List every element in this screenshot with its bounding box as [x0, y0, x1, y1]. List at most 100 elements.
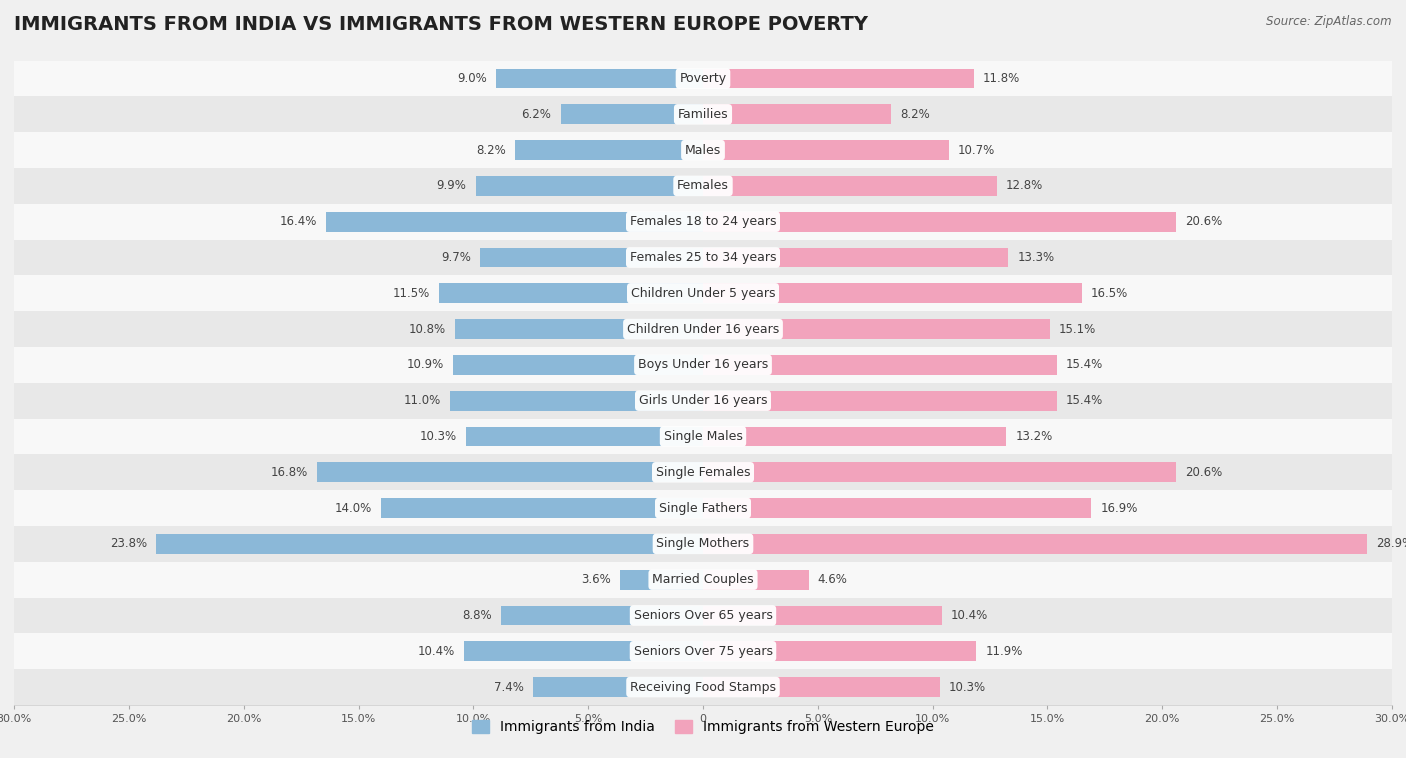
Text: IMMIGRANTS FROM INDIA VS IMMIGRANTS FROM WESTERN EUROPE POVERTY: IMMIGRANTS FROM INDIA VS IMMIGRANTS FROM… — [14, 15, 868, 34]
Bar — [703, 427, 1007, 446]
Text: Girls Under 16 years: Girls Under 16 years — [638, 394, 768, 407]
Bar — [703, 319, 1050, 339]
Text: Seniors Over 65 years: Seniors Over 65 years — [634, 609, 772, 622]
Text: 10.4%: 10.4% — [950, 609, 988, 622]
Text: 11.0%: 11.0% — [404, 394, 441, 407]
Bar — [381, 498, 703, 518]
Text: 4.6%: 4.6% — [818, 573, 848, 586]
Text: Females: Females — [678, 180, 728, 193]
Text: 8.8%: 8.8% — [463, 609, 492, 622]
Bar — [14, 275, 1392, 312]
Text: 15.1%: 15.1% — [1059, 323, 1097, 336]
Text: 23.8%: 23.8% — [110, 537, 148, 550]
Text: 16.5%: 16.5% — [1091, 287, 1129, 300]
Bar — [501, 606, 703, 625]
Text: 11.9%: 11.9% — [986, 645, 1022, 658]
Bar — [439, 283, 703, 303]
Text: Single Males: Single Males — [664, 430, 742, 443]
Text: Single Mothers: Single Mothers — [657, 537, 749, 550]
Text: Females 18 to 24 years: Females 18 to 24 years — [630, 215, 776, 228]
Text: Seniors Over 75 years: Seniors Over 75 years — [634, 645, 772, 658]
Bar — [14, 132, 1392, 168]
Text: 9.7%: 9.7% — [441, 251, 471, 264]
Bar — [14, 634, 1392, 669]
Text: Single Fathers: Single Fathers — [659, 502, 747, 515]
Text: 8.2%: 8.2% — [475, 143, 506, 157]
Text: Females 25 to 34 years: Females 25 to 34 years — [630, 251, 776, 264]
Text: Single Females: Single Females — [655, 465, 751, 479]
Text: 7.4%: 7.4% — [494, 681, 524, 694]
Bar — [515, 140, 703, 160]
Bar — [703, 391, 1057, 411]
Text: Married Couples: Married Couples — [652, 573, 754, 586]
Text: 16.4%: 16.4% — [280, 215, 318, 228]
Text: 11.8%: 11.8% — [983, 72, 1021, 85]
Bar — [14, 61, 1392, 96]
Text: 10.7%: 10.7% — [957, 143, 995, 157]
Bar — [703, 570, 808, 590]
Text: 12.8%: 12.8% — [1007, 180, 1043, 193]
Text: 10.3%: 10.3% — [420, 430, 457, 443]
Bar — [703, 606, 942, 625]
Text: 16.9%: 16.9% — [1101, 502, 1137, 515]
Bar — [14, 669, 1392, 705]
Text: 9.9%: 9.9% — [437, 180, 467, 193]
Bar — [481, 248, 703, 268]
Text: 13.2%: 13.2% — [1015, 430, 1053, 443]
Bar — [464, 641, 703, 661]
Bar — [14, 168, 1392, 204]
Text: Source: ZipAtlas.com: Source: ZipAtlas.com — [1267, 15, 1392, 28]
Text: Poverty: Poverty — [679, 72, 727, 85]
Bar — [14, 526, 1392, 562]
Bar — [14, 204, 1392, 240]
Text: Receiving Food Stamps: Receiving Food Stamps — [630, 681, 776, 694]
Text: 16.8%: 16.8% — [271, 465, 308, 479]
Bar — [703, 105, 891, 124]
Bar — [14, 96, 1392, 132]
Text: Children Under 5 years: Children Under 5 years — [631, 287, 775, 300]
Bar — [14, 490, 1392, 526]
Text: 15.4%: 15.4% — [1066, 394, 1104, 407]
Text: 9.0%: 9.0% — [457, 72, 486, 85]
Bar — [450, 391, 703, 411]
Bar — [14, 597, 1392, 634]
Bar — [703, 462, 1175, 482]
Bar — [703, 283, 1083, 303]
Bar — [703, 355, 1057, 374]
Text: Families: Families — [678, 108, 728, 121]
Legend: Immigrants from India, Immigrants from Western Europe: Immigrants from India, Immigrants from W… — [467, 715, 939, 740]
Bar — [14, 418, 1392, 454]
Bar — [14, 240, 1392, 275]
Text: 10.3%: 10.3% — [949, 681, 986, 694]
Text: 20.6%: 20.6% — [1185, 215, 1222, 228]
Bar — [318, 462, 703, 482]
Bar — [533, 677, 703, 697]
Bar — [496, 69, 703, 89]
Text: 11.5%: 11.5% — [392, 287, 430, 300]
Text: 8.2%: 8.2% — [900, 108, 931, 121]
Bar — [453, 355, 703, 374]
Bar — [703, 498, 1091, 518]
Bar — [475, 176, 703, 196]
Bar — [703, 176, 997, 196]
Bar — [703, 248, 1008, 268]
Bar — [156, 534, 703, 553]
Bar — [14, 562, 1392, 597]
Bar — [14, 383, 1392, 418]
Bar — [14, 454, 1392, 490]
Bar — [456, 319, 703, 339]
Text: 15.4%: 15.4% — [1066, 359, 1104, 371]
Text: 20.6%: 20.6% — [1185, 465, 1222, 479]
Text: 10.9%: 10.9% — [406, 359, 443, 371]
Text: 13.3%: 13.3% — [1018, 251, 1054, 264]
Bar — [467, 427, 703, 446]
Text: Males: Males — [685, 143, 721, 157]
Bar — [561, 105, 703, 124]
Text: Children Under 16 years: Children Under 16 years — [627, 323, 779, 336]
Bar — [703, 641, 976, 661]
Bar — [14, 312, 1392, 347]
Text: 14.0%: 14.0% — [335, 502, 373, 515]
Text: 28.9%: 28.9% — [1376, 537, 1406, 550]
Text: 10.4%: 10.4% — [418, 645, 456, 658]
Bar — [703, 69, 974, 89]
